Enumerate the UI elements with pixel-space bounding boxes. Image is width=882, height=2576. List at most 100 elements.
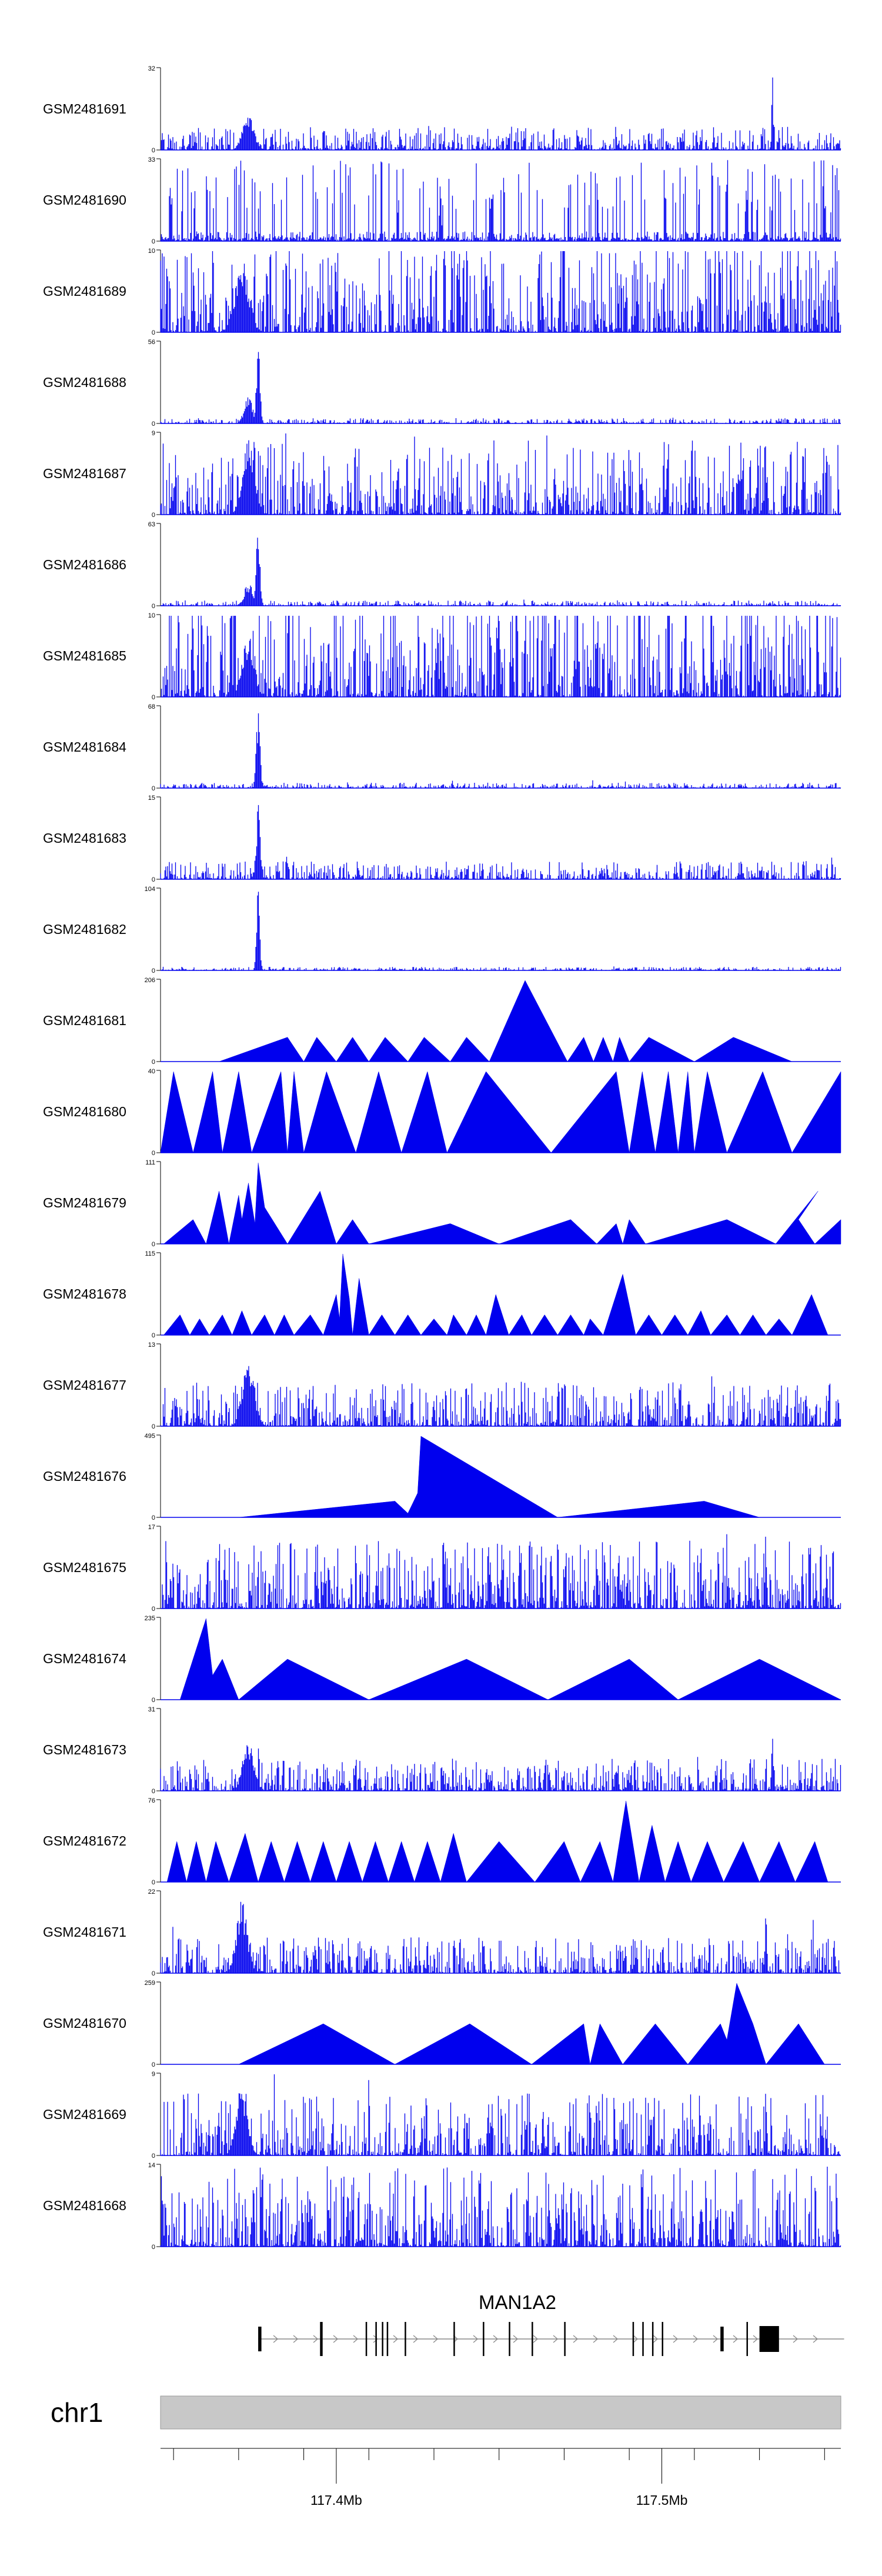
y-axis-max-label: 115 xyxy=(145,1250,155,1257)
y-axis-zero-label: 0 xyxy=(152,603,155,610)
track-GSM2481674: GSM2481674 235 0 xyxy=(43,1615,841,1704)
track-label: GSM2481674 xyxy=(43,1651,126,1666)
chromosome-region-bar xyxy=(160,2395,841,2430)
track-GSM2481675: GSM2481675 17 0 xyxy=(43,1524,841,1613)
y-axis-zero-label: 0 xyxy=(152,1970,155,1977)
track-GSM2481668: GSM2481668 14 0 xyxy=(43,2162,841,2251)
track-label: GSM2481690 xyxy=(43,192,126,208)
y-axis-max-label: 259 xyxy=(145,1980,155,1987)
signal-area xyxy=(160,1071,841,1153)
exon xyxy=(386,2322,389,2356)
strand-arrow xyxy=(793,2335,799,2343)
track-label: GSM2481677 xyxy=(43,1377,126,1393)
y-axis-max-label: 17 xyxy=(148,1524,155,1531)
strand-arrow xyxy=(513,2335,519,2343)
exon xyxy=(258,2327,262,2351)
track-label: GSM2481691 xyxy=(43,101,126,116)
y-axis-max-label: 32 xyxy=(148,65,155,72)
y-axis-zero-label: 0 xyxy=(152,1514,155,1521)
track-GSM2481677: GSM2481677 13 0 xyxy=(43,1342,841,1430)
track-GSM2481685: GSM2481685 10 0 xyxy=(43,612,841,701)
exon xyxy=(720,2327,724,2351)
y-axis-max-label: 10 xyxy=(148,612,155,619)
track-GSM2481684: GSM2481684 68 0 xyxy=(43,703,841,792)
exon xyxy=(320,2322,323,2356)
exon xyxy=(453,2322,455,2356)
signal-bars xyxy=(160,892,841,970)
exon xyxy=(662,2322,663,2356)
y-axis-max-label: 235 xyxy=(145,1615,155,1622)
track-GSM2481683: GSM2481683 15 0 xyxy=(43,795,841,883)
track-GSM2481690: GSM2481690 33 0 xyxy=(43,156,841,245)
y-axis-max-label: 56 xyxy=(148,339,155,346)
y-axis-max-label: 76 xyxy=(148,1797,155,1804)
y-axis-max-label: 68 xyxy=(148,703,155,710)
strand-arrow xyxy=(593,2335,599,2343)
y-axis-max-label: 9 xyxy=(152,430,155,437)
signal-bars xyxy=(160,1739,841,1791)
strand-arrow xyxy=(533,2335,539,2343)
signal-area xyxy=(163,1253,828,1336)
strand-arrow xyxy=(613,2335,619,2343)
y-axis-zero-label: 0 xyxy=(152,147,155,154)
y-axis-max-label: 33 xyxy=(148,156,155,163)
y-axis-zero-label: 0 xyxy=(152,1150,155,1157)
strand-arrow xyxy=(293,2335,299,2343)
track-label: GSM2481668 xyxy=(43,2198,126,2213)
strand-arrow xyxy=(473,2335,479,2343)
coverage-tracks: GSM2481691320GSM2481690330GSM2481689100G… xyxy=(43,65,841,2251)
signal-area xyxy=(238,1436,760,1518)
signal-bars xyxy=(161,538,841,606)
track-label: GSM2481686 xyxy=(43,557,126,572)
axis-major-label: 117.5Mb xyxy=(636,2492,688,2508)
y-axis-zero-label: 0 xyxy=(152,1059,155,1066)
y-axis-zero-label: 0 xyxy=(152,512,155,519)
y-axis-zero-label: 0 xyxy=(152,785,155,792)
y-axis-max-label: 111 xyxy=(145,1159,155,1166)
strand-arrow xyxy=(433,2335,439,2343)
y-axis-zero-label: 0 xyxy=(152,1241,155,1248)
strand-arrow xyxy=(273,2335,279,2343)
track-label: GSM2481678 xyxy=(43,1286,126,1302)
track-GSM2481669: GSM2481669 9 0 xyxy=(43,2071,841,2160)
track-label: GSM2481679 xyxy=(43,1195,126,1210)
strand-arrow xyxy=(333,2335,339,2343)
strand-arrow xyxy=(353,2335,359,2343)
track-GSM2481679: GSM2481679 111 0 xyxy=(43,1159,841,1248)
track-GSM2481688: GSM2481688 56 0 xyxy=(43,339,841,428)
track-label: GSM2481685 xyxy=(43,648,126,663)
gene-name-label: MAN1A2 xyxy=(479,2291,556,2313)
exon xyxy=(532,2322,533,2356)
exon xyxy=(375,2322,377,2356)
signal-bars xyxy=(160,77,841,150)
y-axis-max-label: 10 xyxy=(148,248,155,255)
y-axis-max-label: 14 xyxy=(148,2162,155,2169)
y-axis-max-label: 40 xyxy=(148,1068,155,1075)
exon xyxy=(382,2322,383,2356)
strand-arrow xyxy=(753,2335,759,2343)
strand-arrow xyxy=(413,2335,419,2343)
exon xyxy=(759,2326,779,2352)
track-GSM2481671: GSM2481671 22 0 xyxy=(43,1888,841,1977)
y-axis-zero-label: 0 xyxy=(152,329,155,336)
signal-area xyxy=(219,980,793,1062)
track-GSM2481678: GSM2481678 115 0 xyxy=(43,1250,841,1339)
y-axis-zero-label: 0 xyxy=(152,2061,155,2068)
track-GSM2481672: GSM2481672 76 0 xyxy=(43,1797,841,1886)
y-axis-zero-label: 0 xyxy=(152,238,155,245)
signal-area xyxy=(163,1162,841,1244)
genomic-axis: 117.4Mb 117.5Mb xyxy=(161,2448,841,2508)
exon xyxy=(509,2322,510,2356)
exon xyxy=(483,2322,485,2356)
track-label: GSM2481672 xyxy=(43,1833,126,1848)
y-axis-max-label: 13 xyxy=(148,1342,155,1349)
signal-area xyxy=(238,1983,825,2065)
y-axis-zero-label: 0 xyxy=(152,1423,155,1430)
y-axis-zero-label: 0 xyxy=(152,1606,155,1613)
strand-arrow xyxy=(493,2335,499,2343)
y-axis-zero-label: 0 xyxy=(152,1697,155,1704)
track-GSM2481691: GSM2481691 32 0 xyxy=(43,65,841,154)
track-GSM2481673: GSM2481673 31 0 xyxy=(43,1706,841,1795)
exon xyxy=(642,2322,644,2356)
